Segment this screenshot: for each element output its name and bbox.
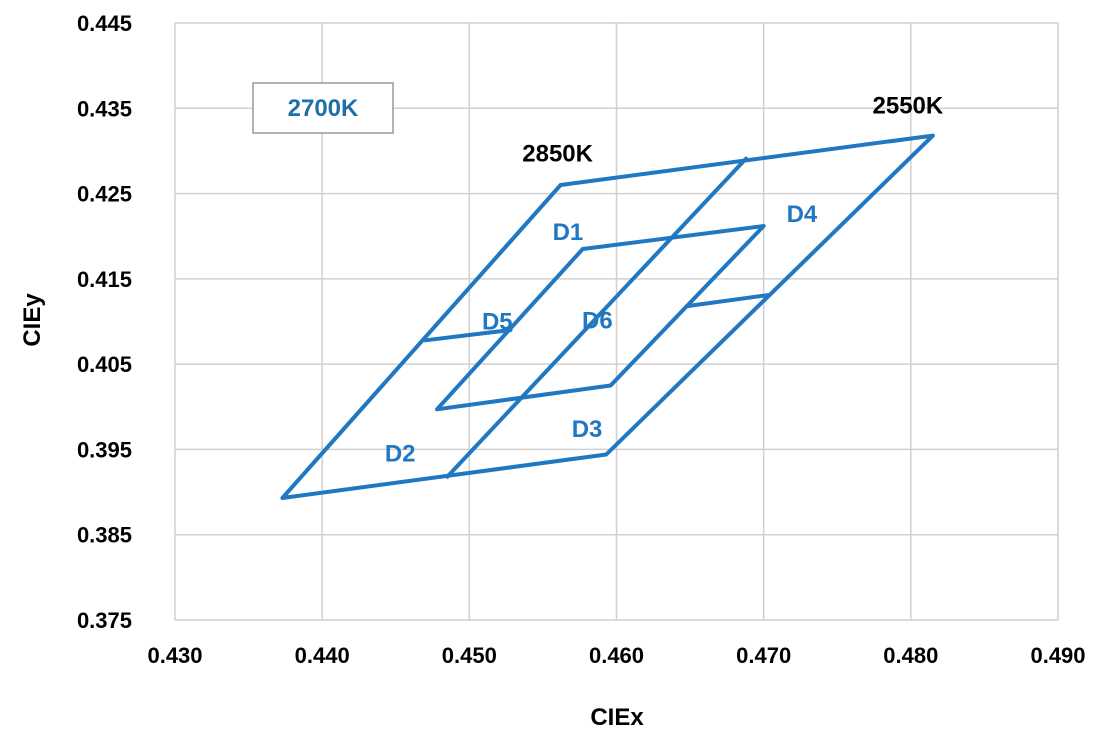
legend: 2700K	[252, 82, 394, 134]
x-tick-label: 0.450	[442, 643, 497, 668]
x-tick-label: 0.460	[589, 643, 644, 668]
region-label: D5	[482, 309, 513, 336]
y-tick-label: 0.375	[77, 608, 132, 633]
series-line	[280, 133, 935, 500]
y-tick-label: 0.405	[77, 352, 132, 377]
series-line	[423, 328, 513, 343]
y-tick-label: 0.385	[77, 523, 132, 548]
region-label: D4	[787, 201, 818, 228]
series-line	[435, 224, 766, 412]
cct-label: 2550K	[873, 93, 944, 120]
series-line	[685, 293, 771, 309]
region-label: D1	[553, 219, 584, 246]
cct-label: 2850K	[522, 140, 593, 167]
y-tick-label: 0.435	[77, 96, 132, 121]
y-tick-label: 0.445	[77, 11, 132, 36]
legend-label: 2700K	[288, 95, 359, 122]
x-tick-label: 0.430	[147, 643, 202, 668]
y-tick-label: 0.415	[77, 267, 132, 292]
region-label: D6	[582, 308, 613, 335]
x-tick-label: 0.470	[736, 643, 791, 668]
x-tick-label: 0.440	[295, 643, 350, 668]
x-axis-ticks: 0.430 0.440 0.450 0.460 0.470 0.480 0.490	[147, 643, 1085, 668]
region-label: D3	[572, 416, 603, 443]
region-label: D2	[385, 441, 416, 468]
y-tick-label: 0.425	[77, 182, 132, 207]
x-tick-label: 0.490	[1030, 643, 1085, 668]
y-axis-ticks: 0.445 0.435 0.425 0.415 0.405 0.395 0.385 0.375	[77, 11, 132, 633]
legend-box	[252, 82, 394, 134]
series-layer	[280, 133, 935, 500]
y-tick-label: 0.395	[77, 437, 132, 462]
x-tick-label: 0.480	[883, 643, 938, 668]
series-line	[445, 156, 748, 479]
y-axis-title: CIEy	[19, 293, 46, 347]
annotation-layer: 2850K 2550K D1 D4 D5 D6 D3 D2	[385, 93, 944, 468]
x-axis-title: CIEx	[590, 704, 644, 731]
